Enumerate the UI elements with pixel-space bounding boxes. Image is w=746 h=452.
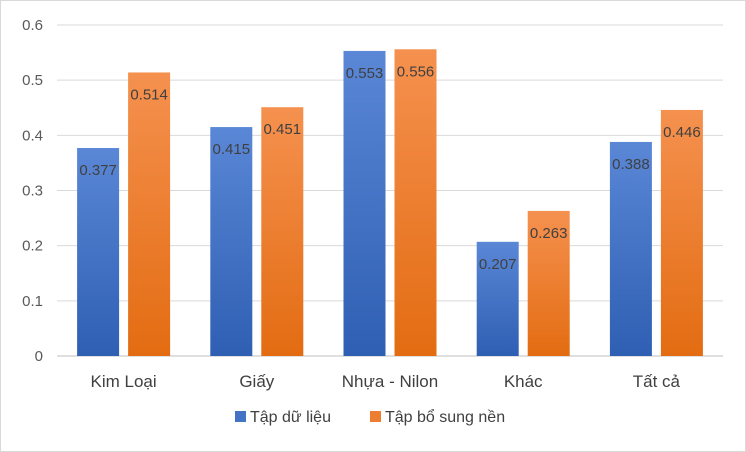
- legend-label-tap-du-lieu: Tập dữ liệu: [250, 409, 331, 426]
- bar-tap-du-lieu-khac: [476, 241, 519, 356]
- category-label-tat-ca: Tất cả: [633, 372, 681, 391]
- data-label: 0.388: [612, 156, 650, 173]
- data-label: 0.451: [264, 121, 302, 138]
- legend-label-tap-bo-sung-nen: Tập bổ sung nền: [385, 408, 505, 426]
- x-axis-categories: Kim Loại Giấy Nhựa - Nilon Khác Tất cả: [91, 372, 681, 391]
- category-label-giay: Giấy: [239, 372, 274, 391]
- bar-tap-bo-sung-nen-nhua-nilon: [394, 49, 437, 356]
- y-tick-label: 0.1: [22, 293, 43, 310]
- bars: [77, 49, 703, 357]
- y-tick-label: 0.2: [22, 238, 43, 255]
- bar-tap-du-lieu-tat-ca: [609, 141, 652, 356]
- bar-tap-bo-sung-nen-kim-loai: [128, 72, 171, 357]
- y-tick-label: 0.6: [22, 17, 43, 34]
- category-label-kim-loai: Kim Loại: [91, 372, 157, 391]
- category-label-nhua-nilon: Nhựa - Nilon: [342, 372, 438, 391]
- y-tick-label: 0.3: [22, 183, 43, 200]
- bar-tap-bo-sung-nen-giay: [261, 107, 304, 356]
- data-label: 0.556: [397, 63, 435, 80]
- data-label: 0.415: [213, 141, 251, 158]
- data-label: 0.377: [79, 162, 117, 179]
- data-label: 0.446: [663, 124, 701, 141]
- bar-tap-du-lieu-nhua-nilon: [343, 50, 386, 356]
- data-label: 0.207: [479, 256, 517, 273]
- data-label: 0.553: [346, 65, 384, 82]
- data-label: 0.263: [530, 225, 568, 242]
- y-tick-label: 0.4: [22, 127, 43, 144]
- y-axis-ticks: 0 0.1 0.2 0.3 0.4 0.5 0.6: [22, 17, 43, 365]
- bar-tap-bo-sung-nen-khac: [527, 210, 570, 356]
- data-label: 0.514: [130, 86, 168, 103]
- legend-swatch-tap-du-lieu: [235, 411, 246, 422]
- category-label-khac: Khác: [504, 372, 543, 391]
- bar-tap-du-lieu-giay: [210, 127, 253, 356]
- y-tick-label: 0.5: [22, 72, 43, 89]
- data-labels: 0.377 0.514 0.415 0.451 0.553 0.556 0.207 0.263…: [79, 63, 700, 273]
- legend: Tập dữ liệu Tập bổ sung nền: [235, 408, 505, 426]
- legend-swatch-tap-bo-sung-nen: [370, 411, 381, 422]
- bar-tap-du-lieu-kim-loai: [77, 148, 120, 356]
- bar-tap-bo-sung-nen-tat-ca: [660, 109, 703, 356]
- y-tick-label: 0: [35, 348, 43, 365]
